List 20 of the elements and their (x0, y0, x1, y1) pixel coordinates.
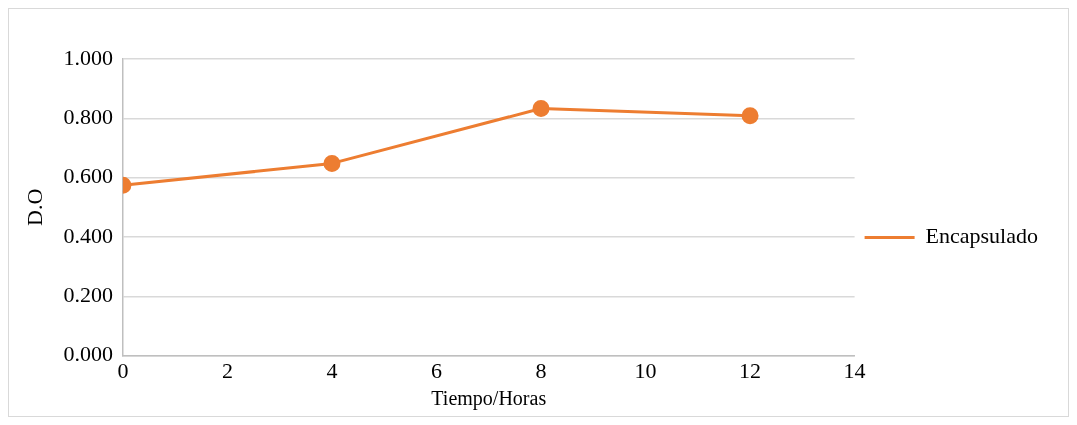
y-axis-title: D.O (21, 188, 47, 226)
x-tick-label: 2 (221, 357, 233, 383)
point (323, 154, 341, 172)
x-tick-label: 10 (634, 357, 657, 383)
y-tick-label: 0.600 (63, 163, 113, 189)
legend-label: Encapsulado (925, 223, 1038, 249)
x-tick-label: 12 (739, 357, 762, 383)
y-tick-label: 0.200 (63, 282, 113, 308)
point (532, 100, 550, 118)
x-tick-label: 14 (843, 357, 866, 383)
x-tick-label: 4 (326, 357, 338, 383)
x-tick-label: 6 (430, 357, 442, 383)
y-tick-label: 1.000 (63, 44, 113, 70)
y-tick-label: 0.800 (63, 104, 113, 130)
x-tick-label: 8 (535, 357, 547, 383)
y-tick-label: 0.400 (63, 222, 113, 248)
x-tick-label: 0 (117, 357, 129, 383)
point (741, 107, 759, 125)
x-axis-title: Tiempo/Horas (431, 387, 547, 411)
y-tick-label: 0.000 (63, 341, 113, 367)
